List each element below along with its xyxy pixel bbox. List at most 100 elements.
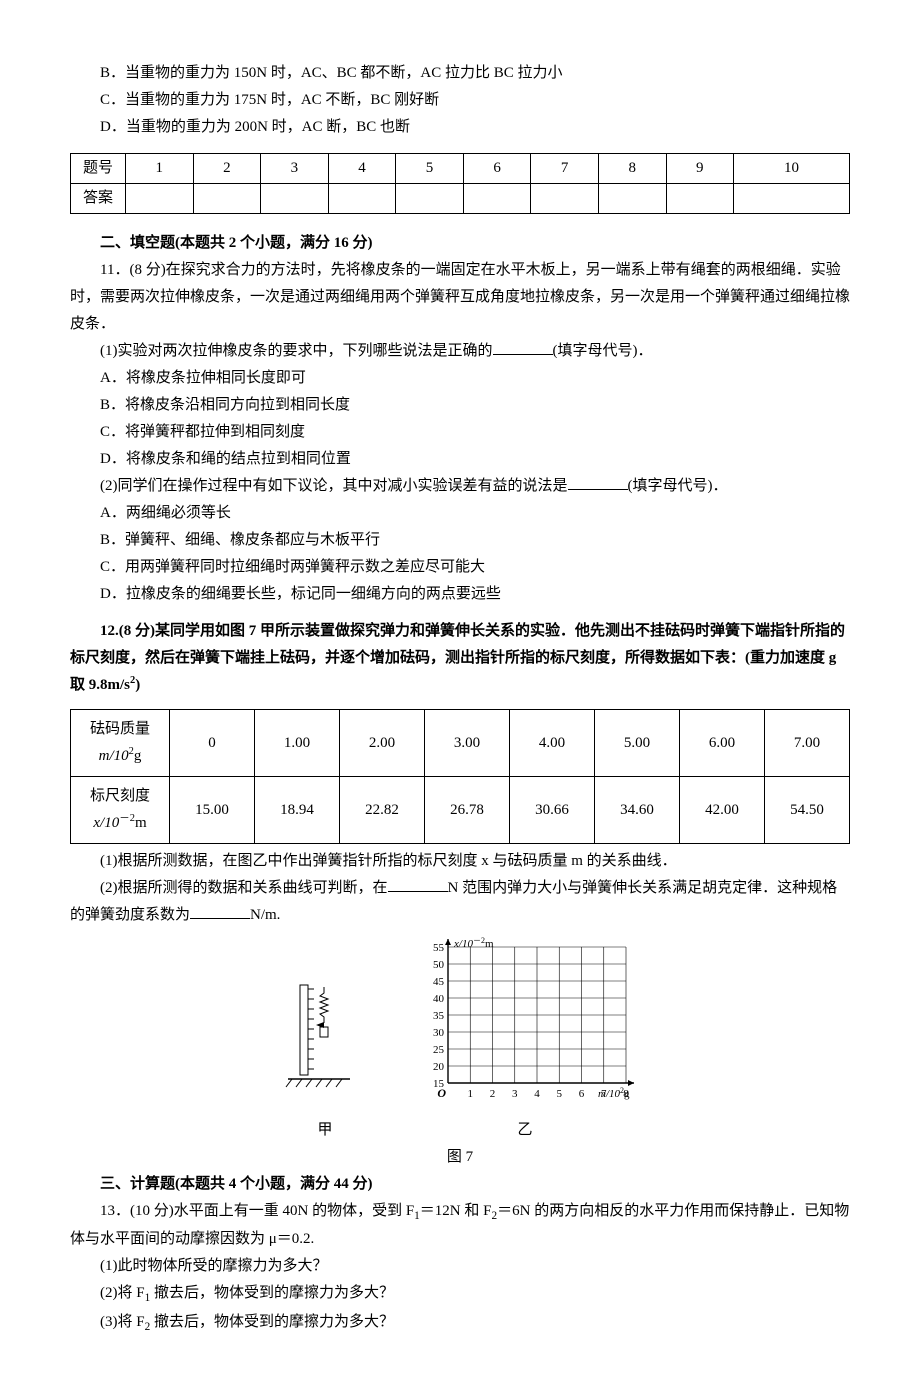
q13-sub2: (2)将 F1 撤去后，物体受到的摩擦力为多大？ [70, 1280, 850, 1308]
svg-text:x/10－2m: x/10－2m [453, 936, 494, 951]
q13-sub1: (1)此时物体所受的摩擦力为多大？ [70, 1253, 850, 1280]
data-table: 砝码质量 m/102g 0 1.00 2.00 3.00 4.00 5.00 6… [70, 709, 850, 844]
answer-cell[interactable] [463, 184, 531, 214]
svg-text:2: 2 [490, 1088, 496, 1100]
option-d: D．拉橡皮条的细绳要长些，标记同一细绳方向的两点要远些 [70, 581, 850, 608]
svg-text:m/102g: m/102g [598, 1086, 630, 1101]
fig-caption-main: 图 7 [70, 1144, 850, 1171]
svg-text:55: 55 [433, 942, 445, 954]
q13-lead: 13．(10 分)水平面上有一重 40N 的物体，受到 F1＝12N 和 F2＝… [70, 1198, 850, 1253]
col-num: 8 [598, 154, 666, 184]
col-num: 1 [126, 154, 194, 184]
blank-input[interactable] [388, 876, 448, 892]
data-cell: 5.00 [595, 710, 680, 777]
svg-text:35: 35 [433, 1010, 445, 1022]
q13-sub3-b: 撤去后，物体受到的摩擦力为多大？ [150, 1314, 394, 1330]
q11-p2-post: (填字母代号)． [628, 478, 728, 494]
row-label: 题号 [71, 154, 126, 184]
figure-right: 15202530354045505512345678Ox/10－2mm/102g… [410, 935, 640, 1144]
col-num: 3 [261, 154, 329, 184]
table-row: 砝码质量 m/102g 0 1.00 2.00 3.00 4.00 5.00 6… [71, 710, 850, 777]
data-cell: 1.00 [255, 710, 340, 777]
col-num: 6 [463, 154, 531, 184]
answer-cell[interactable] [598, 184, 666, 214]
svg-text:1: 1 [468, 1088, 474, 1100]
section-heading: 二、填空题(本题共 2 个小题，满分 16 分) [70, 230, 850, 257]
q11-p1-pre: (1)实验对两次拉伸橡皮条的要求中，下列哪些说法是正确的 [100, 343, 493, 359]
q11-part1: (1)实验对两次拉伸橡皮条的要求中，下列哪些说法是正确的 (填字母代号)． [70, 338, 850, 365]
fig-caption-left: 甲 [280, 1117, 370, 1144]
answer-cell[interactable] [328, 184, 396, 214]
svg-text:25: 25 [433, 1044, 445, 1056]
option-a: A．两细绳必须等长 [70, 500, 850, 527]
col-num: 4 [328, 154, 396, 184]
option-a: A．将橡皮条拉伸相同长度即可 [70, 365, 850, 392]
answer-cell[interactable] [261, 184, 329, 214]
q12-lead-pre: 12.(8 分)某同学用如图 7 甲所示装置做探究弹力和弹簧伸长关系的实验．他先… [70, 623, 845, 693]
q11-lead: 11．(8 分)在探究求合力的方法时，先将橡皮条的一端固定在水平木板上，另一端系… [70, 257, 850, 338]
answer-cell[interactable] [193, 184, 261, 214]
answer-cell[interactable] [396, 184, 464, 214]
answer-cell[interactable] [126, 184, 194, 214]
q12-lead-post: ) [135, 677, 140, 693]
data-cell: 2.00 [340, 710, 425, 777]
option-d: D．将橡皮条和绳的结点拉到相同位置 [70, 446, 850, 473]
col-num: 5 [396, 154, 464, 184]
fig-caption-right: 乙 [410, 1117, 640, 1144]
q11-p2-pre: (2)同学们在操作过程中有如下议论，其中对减小实验误差有益的说法是 [100, 478, 568, 494]
table-row: 标尺刻度 x/10－2m 15.00 18.94 22.82 26.78 30.… [71, 777, 850, 844]
q11-part2: (2)同学们在操作过程中有如下议论，其中对减小实验误差有益的说法是 (填字母代号)… [70, 473, 850, 500]
data-cell: 15.00 [170, 777, 255, 844]
blank-input[interactable] [190, 903, 250, 919]
figure-7: 甲 15202530354045505512345678Ox/10－2mm/10… [70, 935, 850, 1144]
data-cell: 34.60 [595, 777, 680, 844]
figure-left: 甲 [280, 975, 370, 1144]
svg-text:40: 40 [433, 993, 445, 1005]
svg-text:45: 45 [433, 976, 445, 988]
label-line1: 砝码质量 [90, 721, 150, 737]
label-unit: m [135, 815, 147, 831]
svg-text:O: O [437, 1086, 446, 1100]
section-heading: 三、计算题(本题共 4 个小题，满分 44 分) [70, 1171, 850, 1198]
data-cell: 4.00 [510, 710, 595, 777]
answer-grid: 题号 1 2 3 4 5 6 7 8 9 10 答案 [70, 153, 850, 214]
col-num: 10 [734, 154, 850, 184]
q12-part1: (1)根据所测数据，在图乙中作出弹簧指针所指的标尺刻度 x 与砝码质量 m 的关… [70, 848, 850, 875]
option-d: D．当重物的重力为 200N 时，AC 断，BC 也断 [70, 114, 850, 141]
svg-text:20: 20 [433, 1061, 445, 1073]
answer-cell[interactable] [531, 184, 599, 214]
q12-lead: 12.(8 分)某同学用如图 7 甲所示装置做探究弹力和弹簧伸长关系的实验．他先… [70, 618, 850, 699]
data-cell: 26.78 [425, 777, 510, 844]
label-m: m/10 [99, 748, 129, 764]
label-line1: 标尺刻度 [90, 788, 150, 804]
q12-part2: (2)根据所测得的数据和关系曲线可判断，在N 范围内弹力大小与弹簧伸长关系满足胡… [70, 875, 850, 929]
q13-a: 13．(10 分)水平面上有一重 40N 的物体，受到 F [100, 1203, 414, 1219]
data-cell: 6.00 [680, 710, 765, 777]
answer-cell[interactable] [734, 184, 850, 214]
label-unit: g [134, 748, 142, 764]
option-b: B．弹簧秤、细绳、橡皮条都应与木板平行 [70, 527, 850, 554]
option-c: C．将弹簧秤都拉伸到相同刻度 [70, 419, 850, 446]
option-b: B．当重物的重力为 150N 时，AC、BC 都不断，AC 拉力比 BC 拉力小 [70, 60, 850, 87]
svg-text:3: 3 [512, 1088, 518, 1100]
q12-p2-c: N/m. [250, 907, 280, 923]
data-cell: 54.50 [765, 777, 850, 844]
q13-sub2-b: 撤去后，物体受到的摩擦力为多大？ [150, 1285, 394, 1301]
table-row: 答案 [71, 184, 850, 214]
blank-input[interactable] [568, 474, 628, 490]
grid-chart: 15202530354045505512345678Ox/10－2mm/102g [410, 935, 640, 1105]
blank-input[interactable] [493, 339, 553, 355]
sup: －2 [119, 813, 135, 824]
col-num: 2 [193, 154, 261, 184]
option-b: B．将橡皮条沿相同方向拉到相同长度 [70, 392, 850, 419]
svg-text:30: 30 [433, 1027, 445, 1039]
row-label: 砝码质量 m/102g [71, 710, 170, 777]
q13-sub3-a: (3)将 F [100, 1314, 145, 1330]
q13-sub2-a: (2)将 F [100, 1285, 145, 1301]
q11-p1-post: (填字母代号)． [553, 343, 653, 359]
col-num: 9 [666, 154, 734, 184]
answer-cell[interactable] [666, 184, 734, 214]
col-num: 7 [531, 154, 599, 184]
data-cell: 3.00 [425, 710, 510, 777]
option-c: C．用两弹簧秤同时拉细绳时两弹簧秤示数之差应尽可能大 [70, 554, 850, 581]
